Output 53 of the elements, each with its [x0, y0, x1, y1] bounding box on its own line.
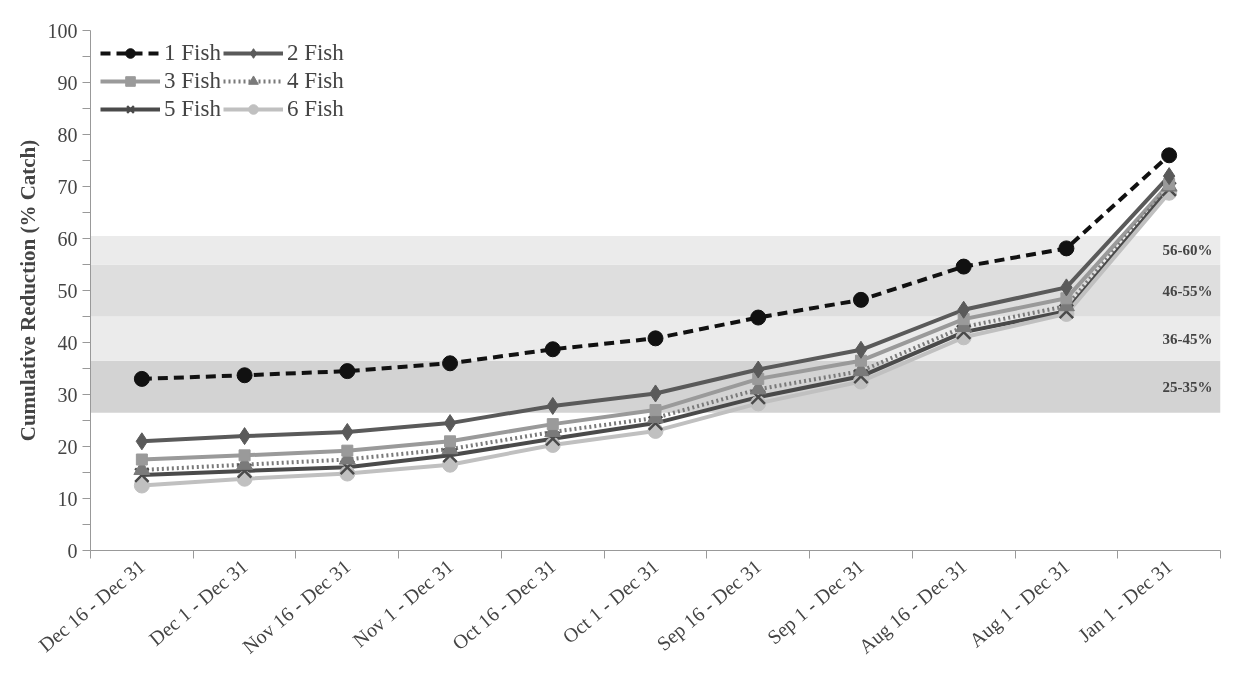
point [854, 340, 868, 359]
legend-label: 2 Fish [286, 40, 344, 66]
y-tick-label: 20 [57, 435, 78, 458]
legend-label: 4 Fish [286, 68, 344, 94]
legend-label: 3 Fish [164, 68, 221, 94]
point [1162, 167, 1176, 186]
point [955, 258, 972, 275]
x-tick-label: Jan 1 - Dec 31 [1073, 555, 1177, 647]
point [852, 368, 869, 385]
point [236, 367, 253, 384]
point [1058, 240, 1075, 257]
y-axis-title: Cumulative Reduction (% Catch) [15, 139, 40, 442]
legend-label: 6 Fish [286, 96, 344, 122]
point [647, 330, 664, 347]
point [135, 453, 148, 466]
point [544, 430, 561, 447]
band-label: 36-45% [1162, 330, 1213, 347]
point [1060, 292, 1073, 305]
y-tick-label: 40 [57, 331, 78, 354]
y-tick-label: 80 [57, 123, 78, 146]
y-tick-label: 10 [57, 487, 78, 510]
point [443, 414, 457, 433]
point [1161, 147, 1178, 164]
y-tick-label: 0 [67, 539, 78, 562]
y-tick-label: 100 [47, 19, 78, 42]
point [852, 291, 869, 308]
point [238, 449, 251, 462]
point [442, 355, 459, 372]
point [544, 341, 561, 358]
y-tick-label: 70 [57, 175, 78, 198]
point [546, 418, 559, 431]
y-tick-label: 30 [57, 383, 78, 406]
point [135, 432, 149, 451]
legend-label: 5 Fish [164, 96, 221, 122]
point [133, 477, 150, 494]
point [750, 309, 767, 326]
point [133, 370, 150, 387]
band-label: 56-60% [1162, 242, 1213, 259]
point [444, 435, 457, 448]
band-label: 25-35% [1162, 378, 1213, 395]
y-tick-label: 50 [57, 279, 78, 302]
point [339, 363, 356, 380]
point [341, 444, 354, 457]
point [442, 447, 459, 464]
point [133, 467, 150, 484]
y-tick-label: 60 [57, 227, 78, 250]
legend-label: 1 Fish [164, 40, 221, 66]
point [236, 462, 253, 479]
y-tick-label: 90 [57, 71, 78, 94]
band-label: 46-55% [1162, 282, 1213, 299]
point [955, 324, 972, 341]
point [647, 415, 664, 432]
point [649, 404, 662, 417]
